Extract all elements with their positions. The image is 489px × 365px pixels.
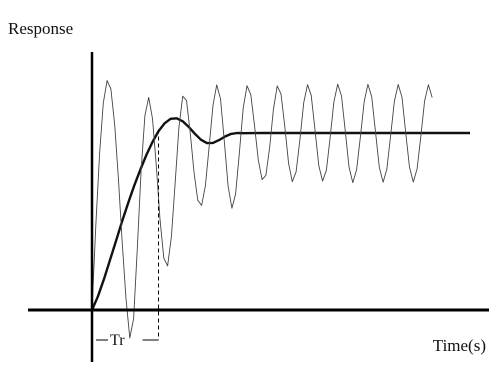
response-curve-oscillating xyxy=(91,80,433,339)
y-axis-label: Response xyxy=(8,19,73,38)
axes-layer xyxy=(28,52,489,362)
rise-time-label: Tr xyxy=(110,332,125,349)
series-layer xyxy=(90,80,470,339)
response-curve-damped xyxy=(90,117,470,311)
x-axis-label: Time(s) xyxy=(433,336,486,355)
annotation-layer: Tr xyxy=(96,129,160,349)
